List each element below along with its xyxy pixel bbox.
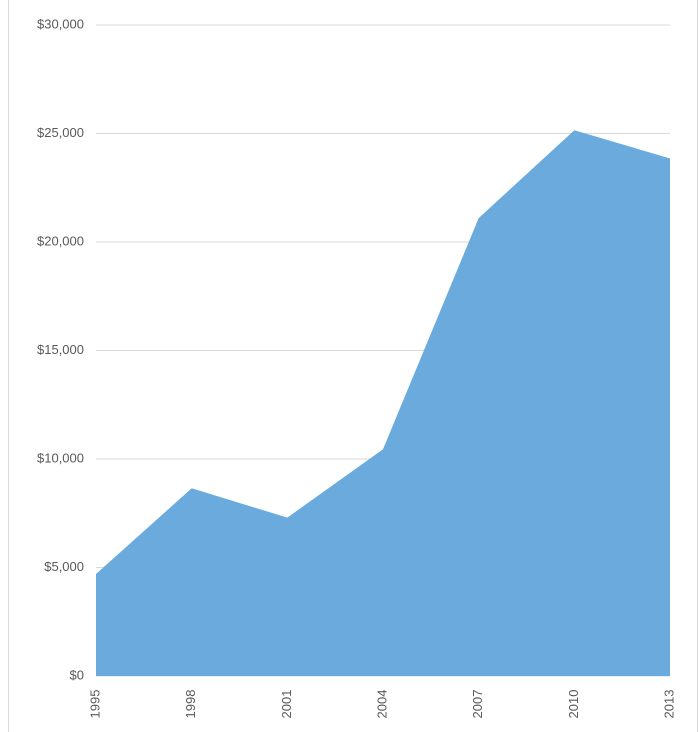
y-tick-label: $15,000 bbox=[37, 342, 84, 357]
y-tick-label: $0 bbox=[70, 667, 84, 682]
x-tick-label: 2013 bbox=[661, 690, 676, 719]
y-tick-label: $10,000 bbox=[37, 450, 84, 465]
area bbox=[96, 130, 670, 676]
y-tick-label: $20,000 bbox=[37, 233, 84, 248]
x-tick-label: 2001 bbox=[279, 690, 294, 719]
y-tick-label: $30,000 bbox=[37, 16, 84, 31]
x-tick-label: 1995 bbox=[87, 690, 102, 719]
y-tick-label: $25,000 bbox=[37, 125, 84, 140]
x-tick-label: 1998 bbox=[183, 690, 198, 719]
x-tick-label: 2007 bbox=[470, 690, 485, 719]
x-tick-label: 2004 bbox=[374, 690, 389, 719]
x-tick-label: 2010 bbox=[566, 690, 581, 719]
y-tick-label: $5,000 bbox=[44, 559, 84, 574]
